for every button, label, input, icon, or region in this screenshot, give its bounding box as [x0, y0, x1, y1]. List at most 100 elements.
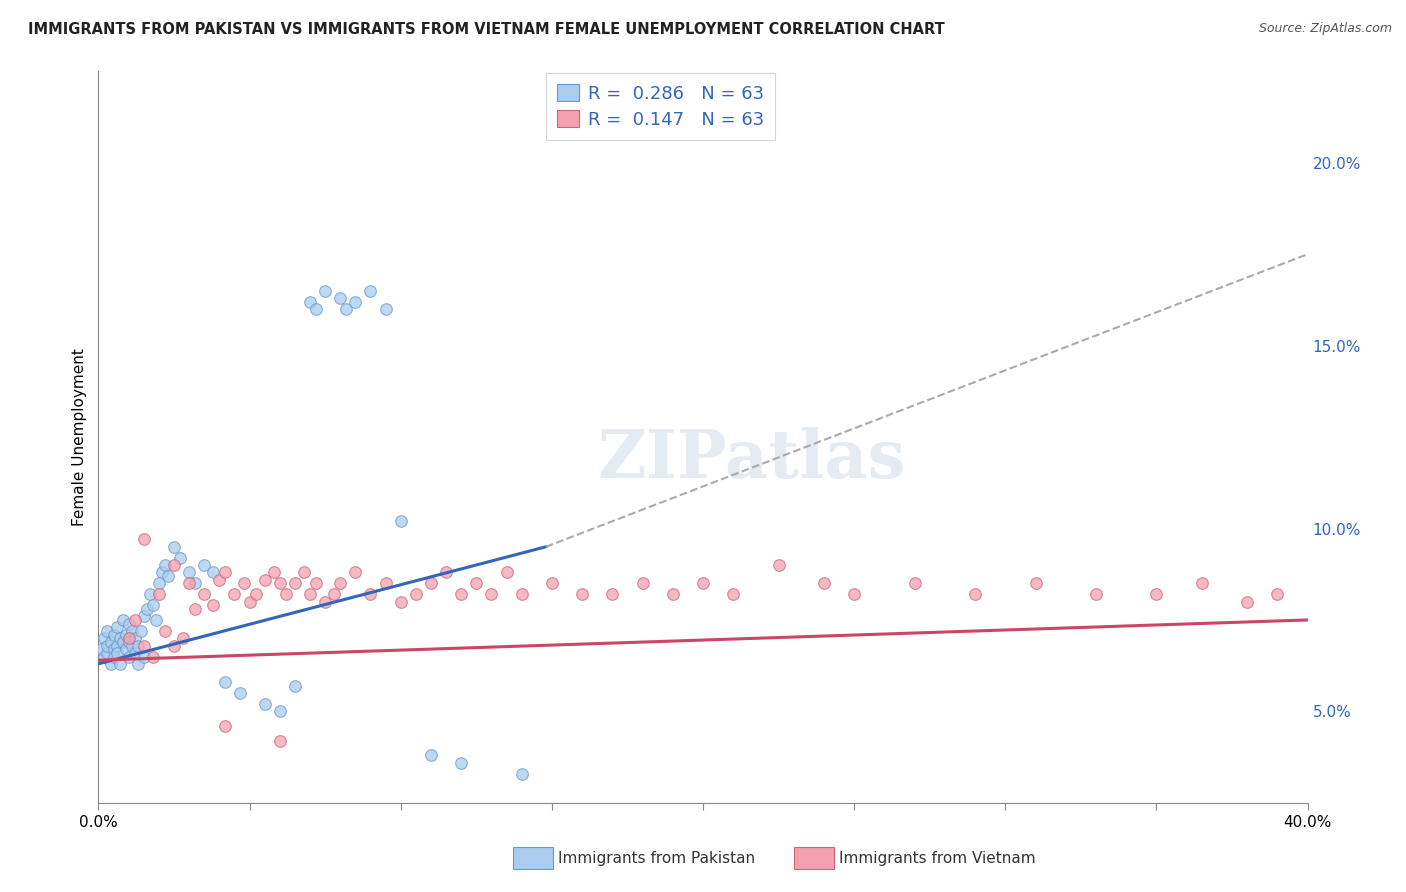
- Point: [299, 294, 322, 309]
- Point: [465, 576, 488, 591]
- Point: [142, 599, 165, 613]
- Point: [813, 576, 835, 591]
- Text: Immigrants from Pakistan: Immigrants from Pakistan: [558, 851, 755, 865]
- Point: [481, 587, 503, 601]
- Point: [314, 594, 336, 608]
- Point: [450, 587, 472, 601]
- Point: [163, 540, 186, 554]
- Point: [114, 627, 136, 641]
- Point: [118, 635, 141, 649]
- Point: [108, 657, 131, 671]
- Point: [269, 733, 291, 747]
- Point: [360, 284, 382, 298]
- Y-axis label: Female Unemployment: Female Unemployment: [72, 348, 87, 526]
- Point: [208, 573, 231, 587]
- Point: [269, 705, 291, 719]
- Point: [389, 514, 412, 528]
- Point: [245, 587, 267, 601]
- Point: [253, 573, 276, 587]
- Point: [214, 719, 236, 733]
- Point: [127, 639, 149, 653]
- Point: [148, 587, 170, 601]
- Point: [118, 616, 141, 631]
- Point: [284, 576, 307, 591]
- Point: [284, 679, 307, 693]
- Point: [844, 587, 866, 601]
- Point: [103, 642, 125, 657]
- Point: [305, 576, 328, 591]
- Point: [768, 558, 790, 573]
- Point: [335, 301, 357, 317]
- Point: [105, 639, 128, 653]
- Point: [224, 587, 246, 601]
- Point: [374, 576, 396, 591]
- Point: [179, 566, 201, 580]
- Point: [150, 566, 173, 580]
- Point: [571, 587, 593, 601]
- Point: [374, 301, 396, 317]
- Legend: R =  0.286   N = 63, R =  0.147   N = 63: R = 0.286 N = 63, R = 0.147 N = 63: [547, 73, 775, 139]
- Point: [129, 624, 152, 638]
- Point: [602, 587, 624, 601]
- Point: [105, 646, 128, 660]
- Point: [132, 609, 155, 624]
- Point: [1267, 587, 1289, 601]
- Point: [111, 613, 134, 627]
- Point: [540, 576, 562, 591]
- Point: [314, 284, 336, 298]
- Point: [153, 624, 176, 638]
- Point: [100, 635, 122, 649]
- Point: [202, 566, 225, 580]
- Text: Immigrants from Vietnam: Immigrants from Vietnam: [839, 851, 1036, 865]
- Point: [253, 697, 276, 711]
- Point: [118, 632, 141, 646]
- Point: [156, 569, 179, 583]
- Point: [661, 587, 683, 601]
- Point: [405, 587, 427, 601]
- Point: [274, 587, 297, 601]
- Point: [263, 566, 285, 580]
- Point: [1236, 594, 1258, 608]
- Point: [229, 686, 252, 700]
- Point: [124, 632, 146, 646]
- Point: [1191, 576, 1213, 591]
- Point: [124, 613, 146, 627]
- Point: [193, 587, 215, 601]
- Text: Source: ZipAtlas.com: Source: ZipAtlas.com: [1258, 22, 1392, 36]
- Point: [153, 558, 176, 573]
- Point: [148, 576, 170, 591]
- Point: [132, 639, 155, 653]
- Point: [96, 646, 118, 660]
- Point: [214, 675, 236, 690]
- Point: [111, 635, 134, 649]
- Point: [93, 649, 115, 664]
- Point: [163, 558, 186, 573]
- Point: [118, 649, 141, 664]
- Point: [105, 620, 128, 634]
- Point: [292, 566, 315, 580]
- Point: [179, 576, 201, 591]
- Text: IMMIGRANTS FROM PAKISTAN VS IMMIGRANTS FROM VIETNAM FEMALE UNEMPLOYMENT CORRELAT: IMMIGRANTS FROM PAKISTAN VS IMMIGRANTS F…: [28, 22, 945, 37]
- Point: [145, 613, 167, 627]
- Point: [90, 642, 112, 657]
- Point: [631, 576, 654, 591]
- Point: [132, 649, 155, 664]
- Point: [323, 587, 346, 601]
- Point: [193, 558, 215, 573]
- Point: [692, 576, 714, 591]
- Point: [124, 646, 146, 660]
- Point: [121, 639, 143, 653]
- Point: [269, 576, 291, 591]
- Point: [1144, 587, 1167, 601]
- Point: [184, 576, 207, 591]
- Point: [96, 624, 118, 638]
- Point: [108, 632, 131, 646]
- Point: [132, 533, 155, 547]
- Point: [214, 566, 236, 580]
- Point: [344, 294, 367, 309]
- Point: [1085, 587, 1108, 601]
- Point: [420, 748, 443, 763]
- Point: [389, 594, 412, 608]
- Point: [329, 291, 352, 305]
- Point: [305, 301, 328, 317]
